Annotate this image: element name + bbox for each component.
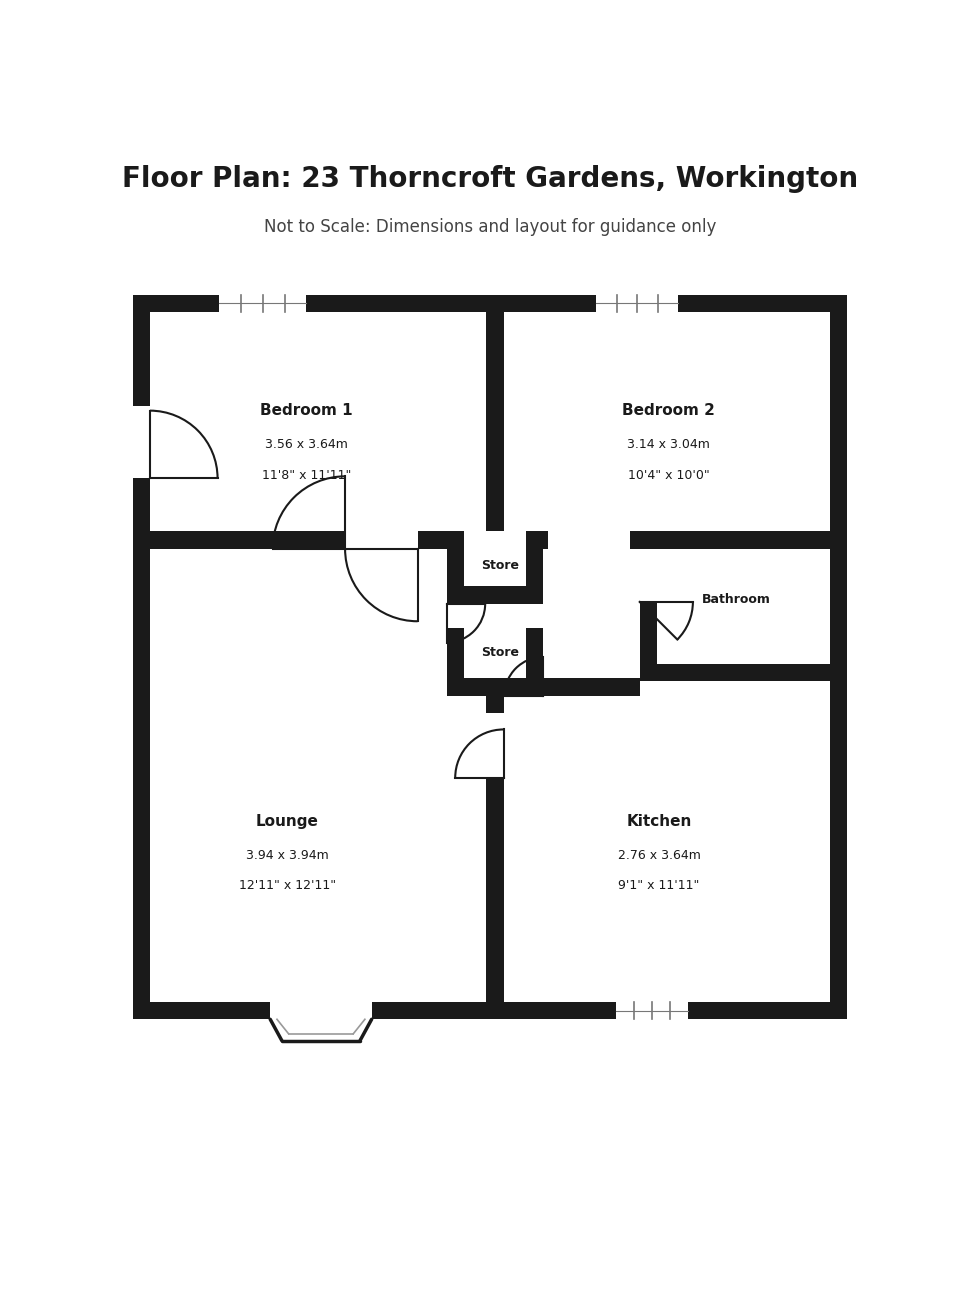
Bar bbox=[596, 294, 678, 313]
Text: Bedroom 2: Bedroom 2 bbox=[622, 403, 715, 418]
Text: Kitchen: Kitchen bbox=[626, 813, 692, 829]
Bar bbox=[447, 531, 464, 604]
Text: 3.94 x 3.94m: 3.94 x 3.94m bbox=[246, 849, 328, 862]
Bar bbox=[525, 628, 543, 695]
Text: 2.76 x 3.64m: 2.76 x 3.64m bbox=[617, 849, 701, 862]
Text: 11'8" x 11'11": 11'8" x 11'11" bbox=[262, 469, 351, 482]
Bar bbox=[640, 549, 658, 681]
Text: Store: Store bbox=[480, 645, 518, 658]
Bar bbox=[464, 531, 525, 549]
Bar bbox=[417, 531, 486, 549]
Bar bbox=[447, 628, 464, 695]
Text: Floor Plan: 23 Thorncroft Gardens, Workington: Floor Plan: 23 Thorncroft Gardens, Worki… bbox=[122, 164, 858, 193]
Text: Bedroom 1: Bedroom 1 bbox=[260, 403, 353, 418]
Bar bbox=[132, 294, 848, 313]
Bar bbox=[525, 531, 543, 604]
Text: 10'4" x 10'0": 10'4" x 10'0" bbox=[628, 469, 710, 482]
Text: 9'1" x 11'11": 9'1" x 11'11" bbox=[618, 879, 700, 892]
Bar bbox=[486, 294, 504, 531]
Bar bbox=[132, 294, 150, 1020]
Bar bbox=[132, 1001, 848, 1020]
Text: Store: Store bbox=[480, 558, 518, 572]
Bar bbox=[640, 549, 658, 602]
Bar bbox=[615, 1001, 688, 1020]
Bar bbox=[525, 678, 640, 695]
Bar bbox=[640, 664, 830, 681]
Text: 12'11" x 12'11": 12'11" x 12'11" bbox=[238, 879, 336, 892]
Bar bbox=[486, 778, 504, 1001]
Bar bbox=[486, 695, 504, 714]
Bar bbox=[830, 294, 848, 1020]
Bar bbox=[504, 531, 548, 549]
Bar bbox=[150, 531, 345, 549]
Bar bbox=[220, 294, 307, 313]
Text: 3.14 x 3.04m: 3.14 x 3.04m bbox=[627, 438, 710, 451]
Bar bbox=[447, 678, 543, 695]
Bar bbox=[447, 586, 543, 604]
Text: 3.56 x 3.64m: 3.56 x 3.64m bbox=[265, 438, 348, 451]
Bar bbox=[132, 406, 150, 478]
Text: Lounge: Lounge bbox=[256, 813, 318, 829]
Text: Not to Scale: Dimensions and layout for guidance only: Not to Scale: Dimensions and layout for … bbox=[264, 218, 716, 237]
Text: Bathroom: Bathroom bbox=[702, 593, 771, 606]
Bar bbox=[270, 1001, 371, 1020]
Bar bbox=[630, 531, 830, 549]
